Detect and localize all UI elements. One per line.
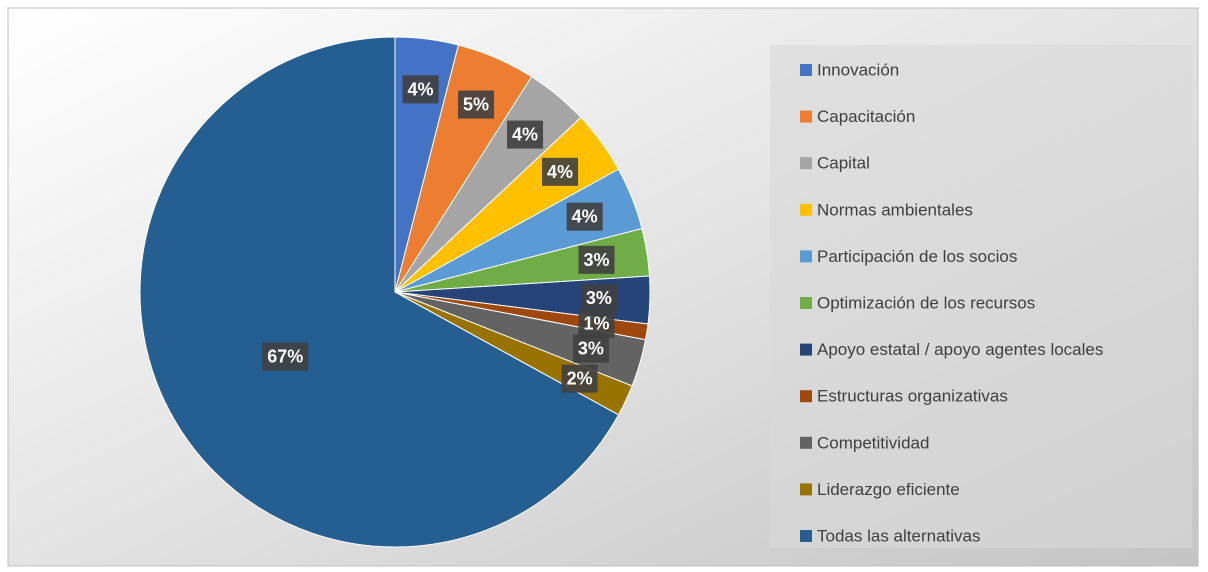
data-label: 67% xyxy=(267,347,303,367)
data-label: 4% xyxy=(572,207,598,227)
data-label: 4% xyxy=(408,79,434,99)
data-label: 3% xyxy=(578,339,604,359)
legend-label: Optimización de los recursos xyxy=(817,293,1035,312)
label-box xyxy=(262,342,309,371)
label-box xyxy=(561,364,598,393)
legend-label: Capital xyxy=(817,154,870,173)
legend-swatch xyxy=(800,390,812,403)
legend-label: Todas las alternativas xyxy=(817,526,980,545)
legend-swatch xyxy=(800,157,812,170)
legend-label: Apoyo estatal / apoyo agentes locales xyxy=(817,340,1103,359)
legend-label: Liderazgo eficiente xyxy=(817,480,960,499)
data-label: 3% xyxy=(586,288,612,308)
data-label: 4% xyxy=(547,162,573,182)
legend-label: Normas ambientales xyxy=(817,200,973,219)
legend-swatch xyxy=(800,203,812,216)
legend-swatch xyxy=(800,297,812,309)
label-box xyxy=(572,334,609,363)
legend-swatch xyxy=(800,64,812,76)
label-box xyxy=(507,120,544,149)
label-box xyxy=(542,157,579,186)
pie-slice xyxy=(139,36,620,548)
legend-label: Estructuras organizativas xyxy=(817,387,1008,406)
data-label: 5% xyxy=(463,95,489,115)
data-label: 4% xyxy=(512,125,538,145)
data-label: 2% xyxy=(567,369,593,389)
legend-label: Participación de los socios xyxy=(817,247,1017,266)
label-box xyxy=(578,245,615,274)
label-box xyxy=(458,90,495,119)
legend-swatch xyxy=(800,110,812,123)
legend-swatch xyxy=(800,250,812,263)
data-label: 3% xyxy=(583,250,609,270)
label-box xyxy=(402,75,439,104)
label-box xyxy=(580,284,617,313)
legend-label: Innovación xyxy=(817,60,899,79)
legend-swatch xyxy=(800,343,812,356)
label-box xyxy=(578,309,615,338)
data-label: 1% xyxy=(583,314,609,334)
legend-swatch xyxy=(800,483,812,496)
legend-box xyxy=(770,45,1192,548)
legend-label: Capacitación xyxy=(817,107,915,126)
legend-swatch xyxy=(800,530,812,542)
legend-swatch xyxy=(800,436,812,449)
label-box xyxy=(566,202,603,231)
legend-label: Competitividad xyxy=(817,433,929,452)
